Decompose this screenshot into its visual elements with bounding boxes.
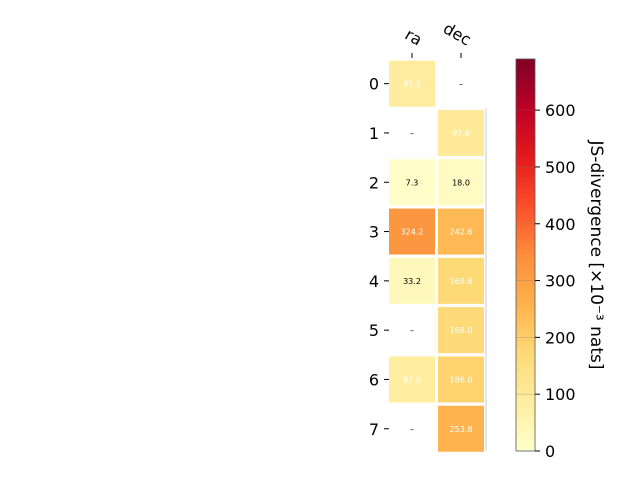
cell-label: 91.2 — [403, 80, 421, 89]
cell-label: 7.3 — [406, 178, 419, 187]
row-tick-label: 6 — [369, 370, 379, 389]
heatmap-cell — [438, 405, 484, 452]
cell-label: 253.8 — [450, 425, 473, 434]
cell-label: 33.2 — [403, 277, 421, 286]
heatmap-cell — [389, 208, 435, 255]
heatmap-cell — [438, 109, 484, 156]
row-tick-label: 7 — [369, 420, 379, 439]
cell-label: 87.0 — [403, 375, 421, 384]
row-tick-label: 2 — [369, 173, 379, 192]
colorbar-tick-label: 300 — [545, 272, 576, 291]
cell-label: 97.6 — [452, 129, 470, 138]
colorbar-tick-label: 100 — [545, 385, 576, 404]
heatmap-cell — [438, 159, 484, 206]
cell-label: 168.0 — [450, 326, 473, 335]
colorbar-tick-label: 400 — [545, 215, 576, 234]
heatmap-cell — [438, 208, 484, 255]
heatmap-cell — [389, 159, 435, 206]
row-tick-label: 0 — [369, 75, 379, 94]
colorbar-tick-label: 0 — [545, 442, 555, 461]
cell-label: 242.6 — [450, 228, 473, 237]
heatmap-cell — [438, 307, 484, 354]
cell-label: 18.0 — [452, 178, 470, 187]
row-tick-label: 1 — [369, 124, 379, 143]
cell-label: 169.8 — [450, 277, 473, 286]
colorbar-tick-label: 600 — [545, 101, 576, 120]
column-axis: ra dec — [402, 19, 475, 58]
colorbar-gradient — [515, 58, 536, 452]
heatmap-cell — [389, 257, 435, 304]
colorbar-label: JS-divergence [×10⁻³ nats] — [586, 140, 606, 370]
colorbar-tick-label: 500 — [545, 158, 576, 177]
cell-label-missing: – — [459, 80, 463, 89]
row-tick-label: 3 — [369, 223, 379, 242]
cell-label-missing: – — [410, 129, 414, 138]
heatmap-cell — [438, 356, 484, 403]
heatmap-cell — [389, 356, 435, 403]
column-tick-label: dec — [440, 19, 474, 50]
row-tick-label: 4 — [369, 272, 379, 291]
heatmap-cell — [389, 60, 435, 107]
column-tick-label: ra — [402, 25, 426, 50]
cell-label: 186.0 — [450, 375, 473, 384]
cell-label-missing: – — [410, 326, 414, 335]
row-axis: 0 1 2 3 4 5 6 7 — [369, 75, 389, 439]
colorbar: 0 100 200 300 400 500 600 JS-divergence [×10⁻³… — [515, 58, 606, 461]
heatmap-cell — [438, 257, 484, 304]
colorbar-tick-label: 200 — [545, 328, 576, 347]
cell-label: 324.2 — [401, 228, 424, 237]
row-tick-label: 5 — [369, 321, 379, 340]
cell-label-missing: – — [410, 425, 414, 434]
heatmap-cells: 91.2 – – 97.6 7.3 18.0 324.2 242.6 33.2 169.8 – 168… — [389, 60, 487, 452]
colorbar-ticks: 0 100 200 300 400 500 600 — [516, 101, 576, 461]
